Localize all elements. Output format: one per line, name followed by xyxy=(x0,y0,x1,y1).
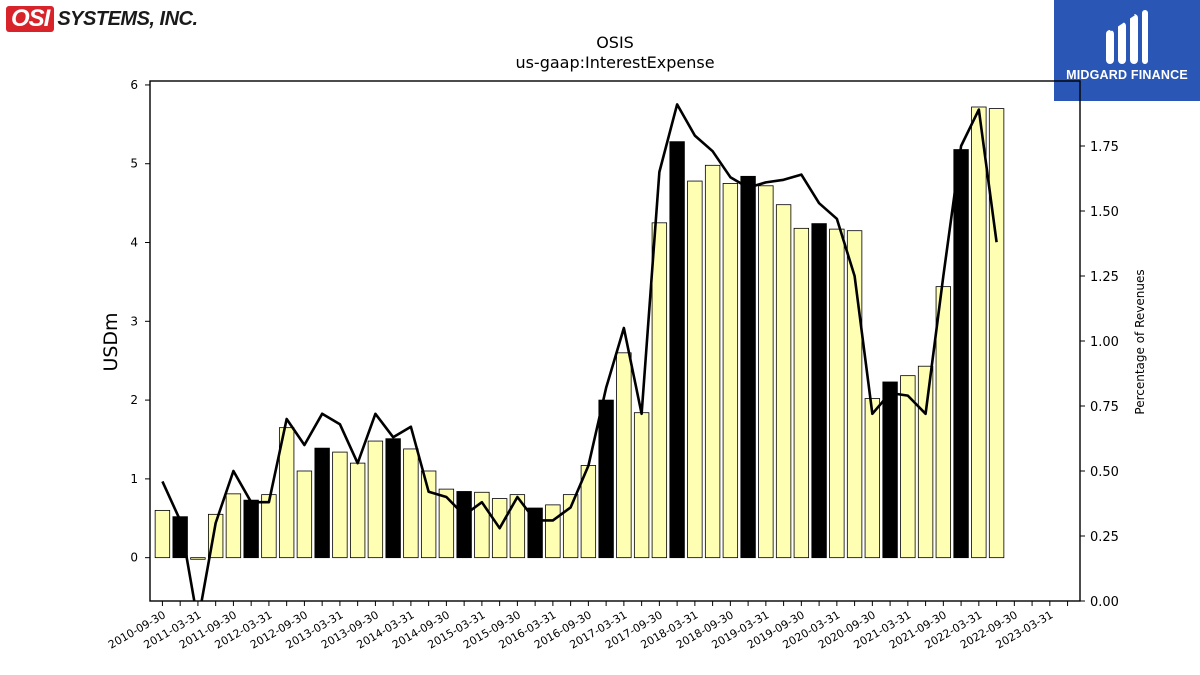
y-tick-label: 3 xyxy=(130,314,138,328)
bar xyxy=(758,185,774,559)
y-tick-label: 6 xyxy=(130,78,138,92)
bar xyxy=(740,175,756,559)
y-tick-label: 0 xyxy=(130,551,138,565)
bar xyxy=(669,141,685,559)
y-tick-label: 2 xyxy=(130,393,138,407)
line-layer xyxy=(161,103,998,601)
bar xyxy=(509,494,526,559)
y2-tick-label: 1.50 xyxy=(1090,205,1119,220)
bar xyxy=(562,494,579,559)
bar xyxy=(864,398,881,559)
y-tick-label: 4 xyxy=(130,236,138,250)
bar xyxy=(349,462,366,559)
osi-logo-mark: OSI xyxy=(6,6,55,32)
bar xyxy=(829,228,845,559)
y2-tick-label: 1.25 xyxy=(1090,270,1119,285)
y2-tick-label: 1.00 xyxy=(1090,335,1119,350)
chart-subtitle: us-gaap:InterestExpense xyxy=(515,53,714,72)
bars-layer xyxy=(154,106,1005,560)
bar xyxy=(385,438,401,559)
bar xyxy=(456,491,472,559)
osi-systems-logo: OSI SYSTEMS, INC. xyxy=(6,4,198,34)
y2-tick-label: 0.75 xyxy=(1090,400,1119,415)
y-axis-label: USDm xyxy=(100,312,122,371)
bar xyxy=(811,223,827,559)
midgard-finance-logo: MIDGARD FINANCE xyxy=(1054,0,1200,101)
y2-tick-label: 0.50 xyxy=(1090,465,1119,480)
bar xyxy=(598,399,614,559)
bar xyxy=(332,451,348,559)
bar xyxy=(775,204,792,559)
bar xyxy=(633,412,650,559)
midgard-emblem-icon xyxy=(1106,10,1148,64)
bar xyxy=(154,509,171,559)
bar xyxy=(243,499,259,559)
y-tick-label: 1 xyxy=(130,472,138,486)
bar xyxy=(190,557,206,560)
midgard-finance-label: MIDGARD FINANCE xyxy=(1066,68,1188,82)
bar xyxy=(616,352,632,559)
bar xyxy=(314,447,330,559)
y-tick-label: 5 xyxy=(130,157,138,171)
bar xyxy=(296,470,313,559)
bar xyxy=(545,504,561,559)
bar xyxy=(420,470,437,559)
bar xyxy=(367,440,384,559)
osi-logo-text: SYSTEMS, INC. xyxy=(57,7,198,30)
bar xyxy=(438,488,455,559)
bar xyxy=(953,149,969,559)
bar xyxy=(687,180,703,559)
bar xyxy=(403,448,419,559)
bar xyxy=(225,493,242,559)
bar xyxy=(722,183,739,559)
bar xyxy=(971,106,987,559)
bar xyxy=(651,222,668,559)
bar xyxy=(988,108,1005,559)
y2-axis-label: Percentage of Revenues xyxy=(1133,269,1147,414)
bar xyxy=(793,227,810,559)
bar xyxy=(935,286,952,559)
bar xyxy=(278,427,295,559)
y2-tick-label: 0.25 xyxy=(1090,530,1119,545)
bar xyxy=(900,375,916,559)
chart-title: OSIS xyxy=(596,33,634,52)
bar xyxy=(261,494,277,559)
percentage-line xyxy=(161,103,998,601)
y2-tick-label: 1.75 xyxy=(1090,140,1119,155)
bar xyxy=(882,381,898,559)
y2-tick-label: 0.00 xyxy=(1090,595,1119,610)
bar xyxy=(704,164,721,559)
bar xyxy=(917,365,934,559)
